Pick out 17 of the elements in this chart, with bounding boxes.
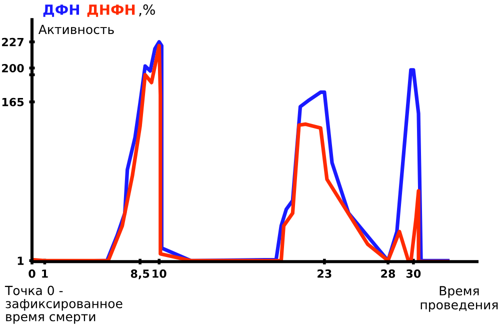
- y-axis-title: Активность: [38, 24, 114, 34]
- y-tick-label: 165: [2, 98, 24, 106]
- x-tick-label: 0: [28, 269, 36, 278]
- y-tick-label: 1: [18, 256, 24, 265]
- x-tick-label: 28: [381, 269, 396, 278]
- x-tick-label: 1: [42, 270, 48, 278]
- x-tick-label: 23: [318, 269, 332, 278]
- y-tick-label: 200: [2, 64, 24, 72]
- text: ДНФН: [87, 4, 135, 17]
- text: ДФН: [43, 4, 79, 17]
- x-tick-label: 10: [152, 269, 166, 278]
- text: ,%: [139, 4, 155, 16]
- y-tick-label: 227: [2, 38, 24, 46]
- x-axis-title: Время проведения: [420, 286, 498, 312]
- text: Точка 0 - зафиксированное время смерти: [4, 286, 122, 324]
- x-tick-label: 30: [406, 269, 421, 278]
- x-tick-label: 8,5: [130, 269, 150, 280]
